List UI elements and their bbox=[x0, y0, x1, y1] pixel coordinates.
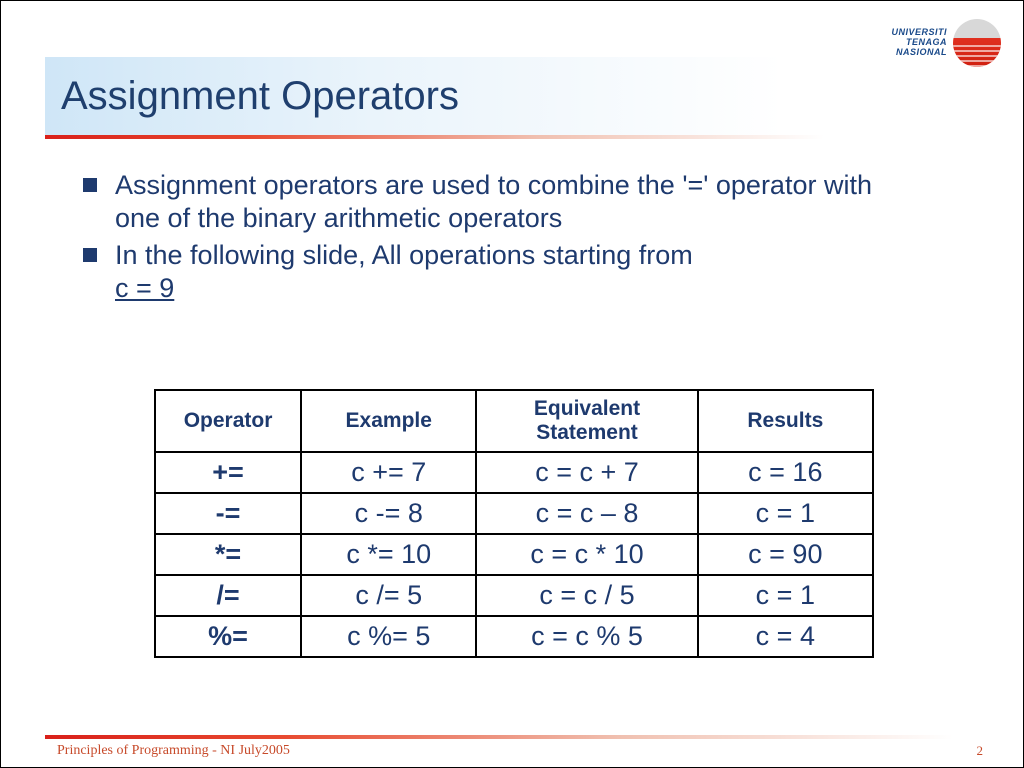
page-number: 2 bbox=[977, 743, 984, 759]
header-results: Results bbox=[698, 390, 873, 452]
table-cell: c = 16 bbox=[698, 452, 873, 493]
bullet-item: Assignment operators are used to combine… bbox=[83, 169, 883, 235]
table-cell: c -= 8 bbox=[301, 493, 476, 534]
title-background: Assignment Operators bbox=[45, 57, 865, 135]
slide-title: Assignment Operators bbox=[61, 74, 459, 119]
operators-table: Operator Example Equivalent Statement Re… bbox=[154, 389, 874, 658]
table-cell: c = c – 8 bbox=[476, 493, 697, 534]
table-cell: c = 1 bbox=[698, 575, 873, 616]
table-cell: c *= 10 bbox=[301, 534, 476, 575]
title-area: Assignment Operators bbox=[45, 57, 865, 139]
bullet-item: In the following slide, All operations s… bbox=[83, 239, 883, 305]
bullet-2-prefix: In the following slide, All operations s… bbox=[115, 240, 693, 270]
table-cell: /= bbox=[155, 575, 301, 616]
table-cell: c = c * 10 bbox=[476, 534, 697, 575]
bullet-square-icon bbox=[83, 178, 97, 192]
header-operator: Operator bbox=[155, 390, 301, 452]
table-cell: %= bbox=[155, 616, 301, 657]
university-logo: UNIVERSITI TENAGA NASIONAL bbox=[891, 19, 1001, 67]
logo-circle-icon bbox=[953, 19, 1001, 67]
footer-rule bbox=[45, 735, 1001, 739]
table-row: -=c -= 8c = c – 8c = 1 bbox=[155, 493, 873, 534]
table-cell: c = c + 7 bbox=[476, 452, 697, 493]
content-area: Assignment operators are used to combine… bbox=[83, 169, 883, 309]
bullet-text-1: Assignment operators are used to combine… bbox=[115, 169, 883, 235]
table-cell: += bbox=[155, 452, 301, 493]
table-cell: c = 1 bbox=[698, 493, 873, 534]
header-equivalent: Equivalent Statement bbox=[476, 390, 697, 452]
table-cell: -= bbox=[155, 493, 301, 534]
table-cell: c %= 5 bbox=[301, 616, 476, 657]
table-cell: c += 7 bbox=[301, 452, 476, 493]
table-row: +=c += 7c = c + 7c = 16 bbox=[155, 452, 873, 493]
bullet-square-icon bbox=[83, 248, 97, 262]
operators-table-wrap: Operator Example Equivalent Statement Re… bbox=[154, 389, 874, 658]
table-cell: c = 4 bbox=[698, 616, 873, 657]
table-body: +=c += 7c = c + 7c = 16-=c -= 8c = c – 8… bbox=[155, 452, 873, 657]
logo-text: UNIVERSITI TENAGA NASIONAL bbox=[891, 28, 947, 58]
table-cell: c = c / 5 bbox=[476, 575, 697, 616]
table-header-row: Operator Example Equivalent Statement Re… bbox=[155, 390, 873, 452]
table-cell: c /= 5 bbox=[301, 575, 476, 616]
footer-text: Principles of Programming - NI July2005 bbox=[57, 743, 290, 759]
table-cell: c = 90 bbox=[698, 534, 873, 575]
table-row: *=c *= 10c = c * 10c = 90 bbox=[155, 534, 873, 575]
bullet-text-2: In the following slide, All operations s… bbox=[115, 239, 693, 305]
table-cell: c = c % 5 bbox=[476, 616, 697, 657]
bullet-2-suffix: c = 9 bbox=[115, 273, 174, 303]
table-cell: *= bbox=[155, 534, 301, 575]
title-underline bbox=[45, 135, 865, 139]
logo-line-3: NASIONAL bbox=[891, 48, 947, 58]
table-row: %=c %= 5c = c % 5c = 4 bbox=[155, 616, 873, 657]
header-example: Example bbox=[301, 390, 476, 452]
table-row: /=c /= 5c = c / 5c = 1 bbox=[155, 575, 873, 616]
